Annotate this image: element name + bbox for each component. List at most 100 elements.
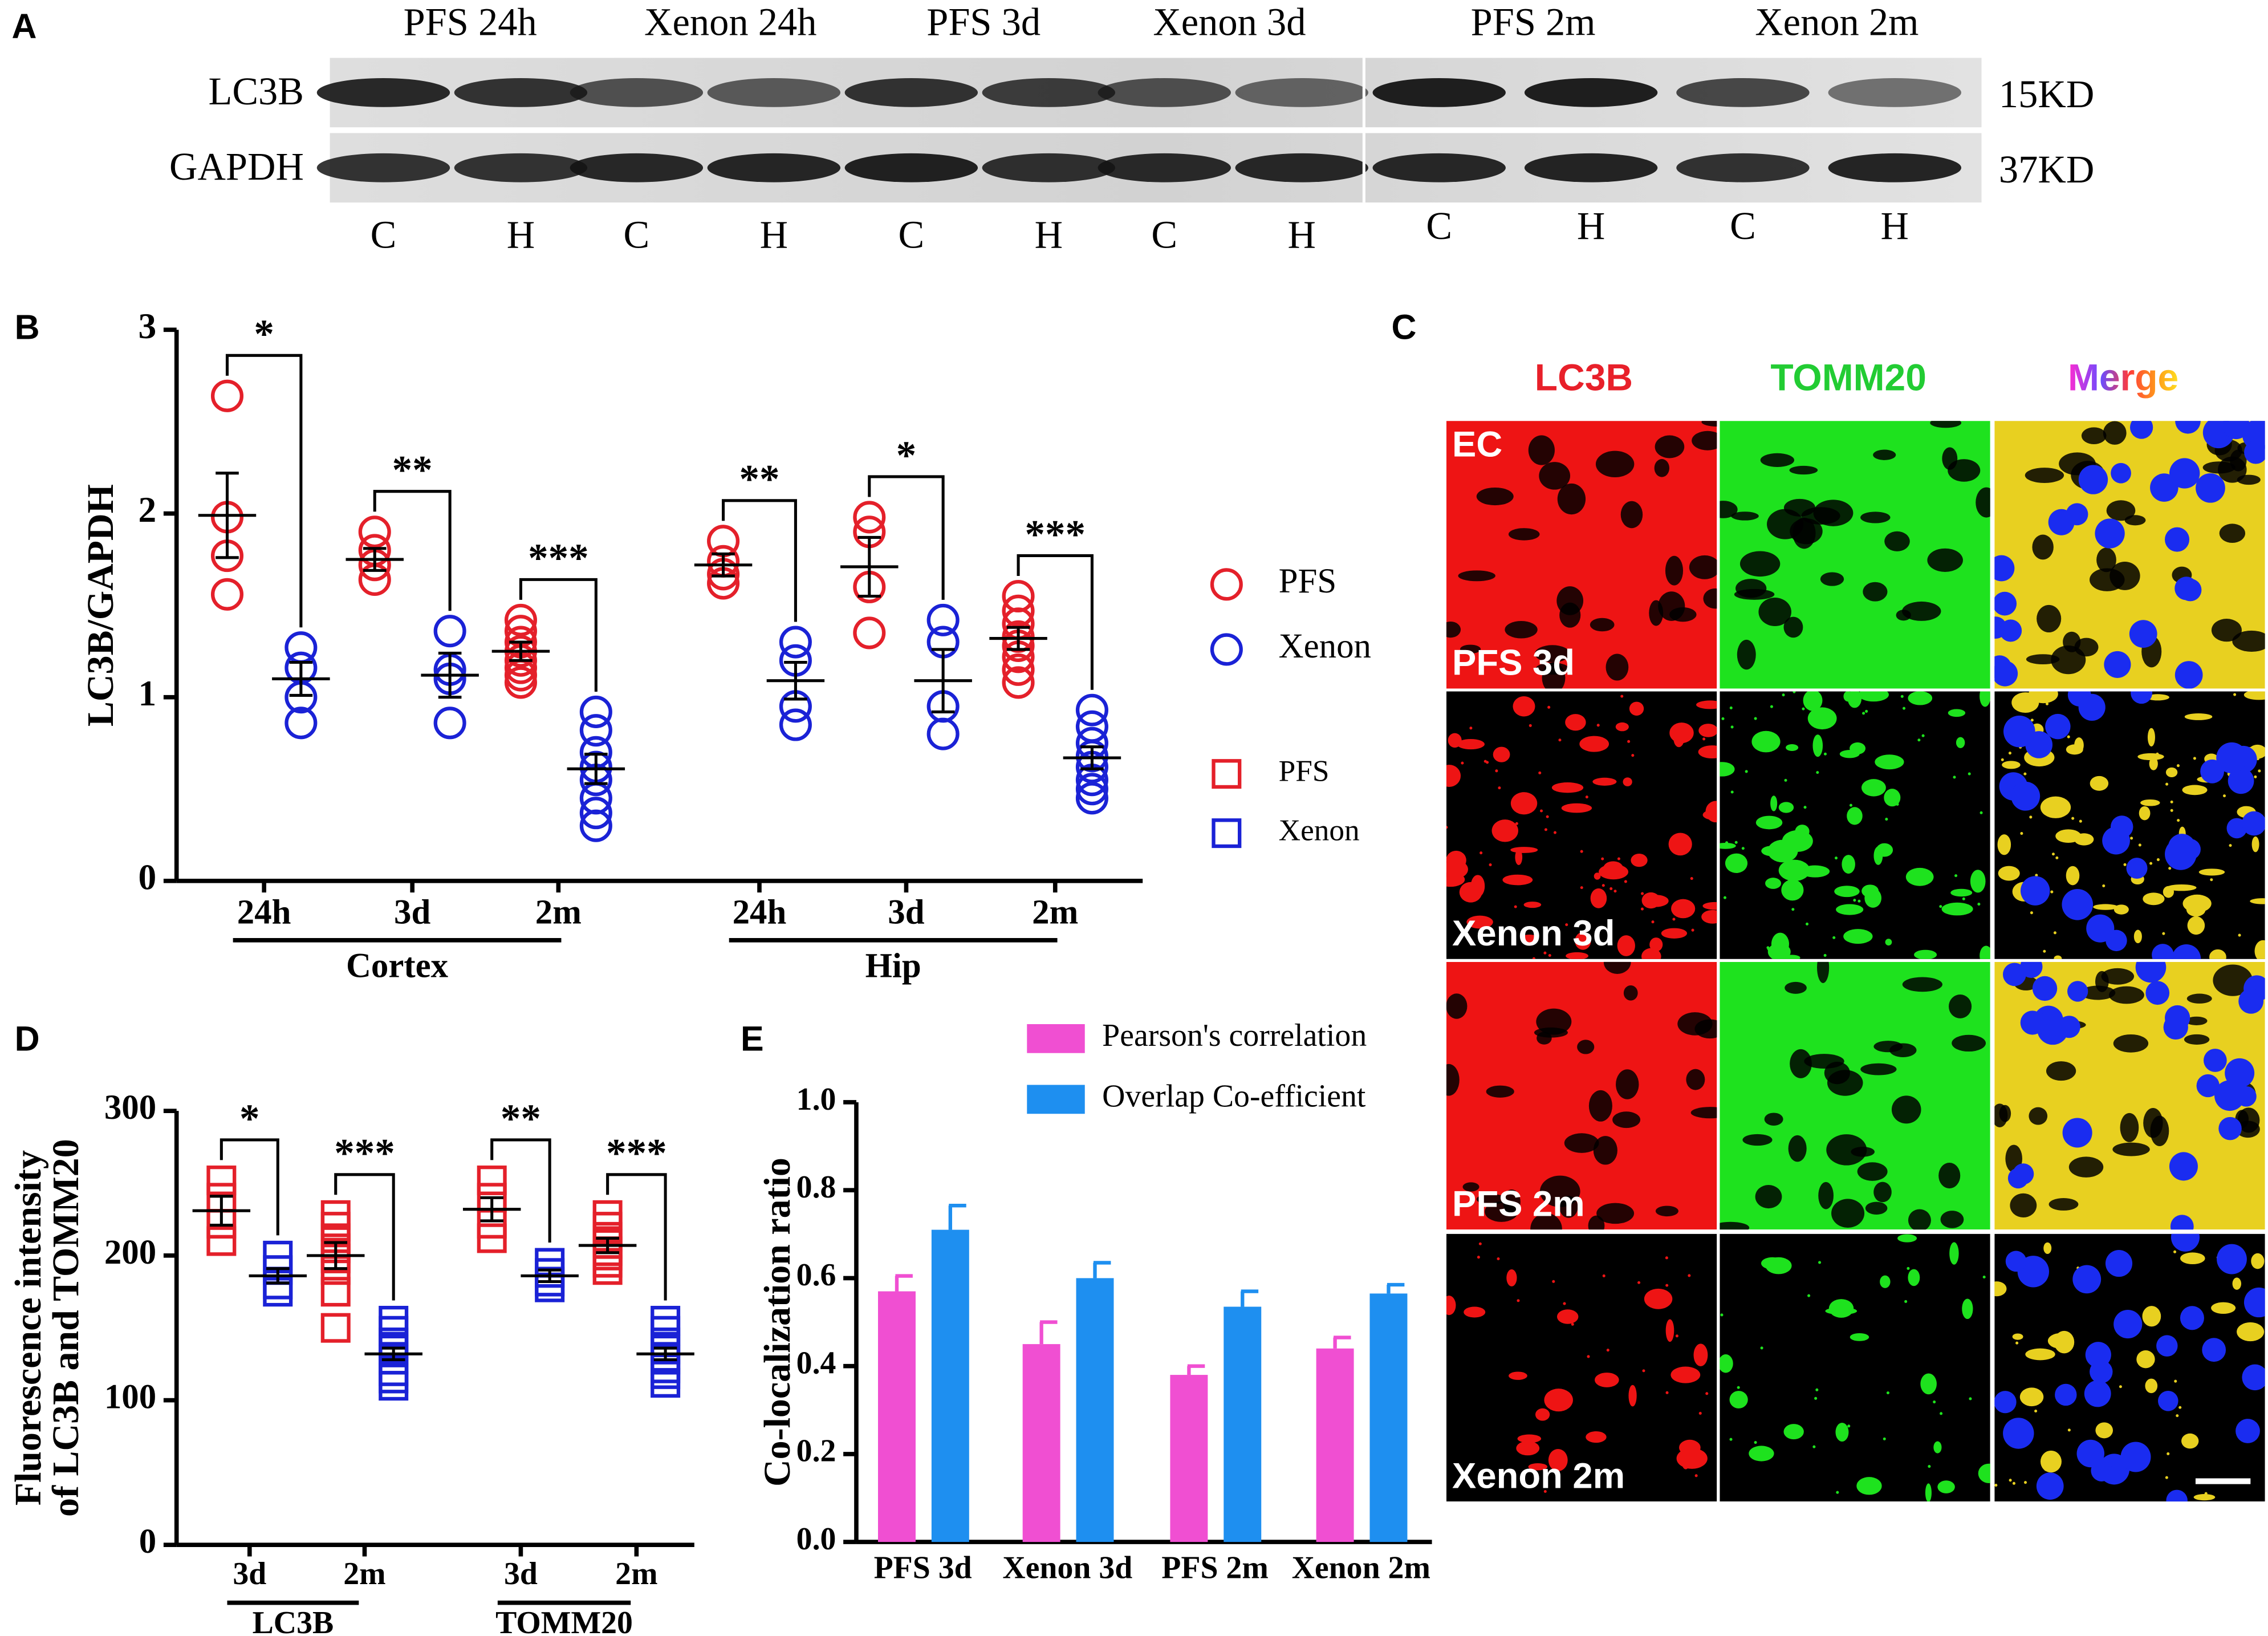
tile-signal — [1628, 1385, 1637, 1407]
lane-label: C — [1151, 213, 1177, 256]
data-point — [1075, 782, 1108, 815]
tile-speck — [1814, 1397, 1818, 1400]
blot-band — [1676, 153, 1810, 182]
legend-marker — [1210, 633, 1243, 666]
tile-speck — [2034, 1409, 2038, 1413]
tile-signal — [1641, 892, 1660, 909]
tile-dark-patch — [1952, 1034, 1986, 1052]
tile-speck — [1610, 862, 1613, 866]
tile-speck — [2165, 1476, 2168, 1479]
tile-speck — [1754, 717, 1757, 720]
tile-speck — [2020, 832, 2023, 835]
data-point — [1075, 740, 1108, 773]
lane-label: C — [1426, 204, 1452, 247]
tile-speck — [1543, 1489, 1547, 1493]
tile-signal — [1861, 884, 1879, 898]
x-tick-label: 3d — [504, 1556, 538, 1592]
tile-dark-patch — [2046, 1061, 2076, 1081]
tile-speck — [1851, 929, 1855, 933]
tile-dark-patch — [1863, 582, 1888, 602]
tile-dark-patch — [1588, 1090, 1612, 1122]
tile-speck — [1904, 1300, 1908, 1303]
tile-signal — [2182, 785, 2208, 795]
tile-signal — [2143, 892, 2165, 906]
tile-bg — [1446, 1233, 1717, 1502]
tile-signal — [2209, 949, 2226, 959]
significance-bracket — [722, 499, 797, 622]
tile-dark-patch — [1857, 1162, 1888, 1181]
blot-size-label: 37KD — [1999, 148, 2094, 191]
tile-signal — [1941, 902, 1973, 916]
significance-bracket — [606, 1173, 667, 1301]
tile-speck — [2254, 775, 2257, 778]
tile-speck — [1620, 695, 1624, 698]
significance-label: * — [896, 433, 917, 478]
tile-speck — [2222, 794, 2226, 798]
blot-band — [570, 78, 704, 107]
tile-speck — [1862, 712, 1865, 715]
blot-band — [1098, 153, 1231, 182]
tile-signal — [1847, 807, 1863, 825]
tile-signal — [1502, 874, 1533, 886]
tile-dark-patch — [2219, 523, 2246, 543]
tile-speck — [2008, 752, 2011, 755]
tile-speck — [1480, 851, 1483, 855]
tile-signal — [1457, 738, 1485, 750]
tile-speck — [1690, 877, 1693, 880]
tile-nucleus — [2037, 1011, 2063, 1037]
significance-label: *** — [606, 1131, 667, 1176]
data-point — [579, 809, 612, 842]
tile-signal — [1631, 854, 1648, 867]
tile-signal — [1491, 819, 1518, 842]
tile-dark-patch — [1539, 1175, 1580, 1207]
tile-signal — [2211, 1302, 2236, 1314]
x-tick-label: 3d — [888, 894, 924, 932]
legend-label: Pearson's correlation — [1102, 1018, 1367, 1053]
tile-nucleus — [2156, 1335, 2178, 1357]
blot-band — [1235, 78, 1368, 107]
data-point — [592, 1255, 623, 1285]
tile-signal — [1623, 777, 1632, 786]
data-point — [433, 707, 466, 740]
tile-speck — [1523, 939, 1526, 943]
tile-signal — [1786, 744, 1799, 751]
tile-speck — [1982, 1275, 1986, 1279]
tile-nucleus — [2163, 1014, 2188, 1040]
tile-dark-patch — [1994, 1103, 2008, 1127]
tile-signal — [1765, 1257, 1792, 1274]
blot-group-label: PFS 24h — [404, 0, 537, 43]
row-label: PFS 3d — [1452, 643, 1575, 683]
tile-signal — [1516, 1441, 1540, 1456]
tile-speck — [1907, 1266, 1910, 1270]
tile-speck — [2067, 735, 2070, 738]
tile-signal — [1551, 782, 1584, 793]
tile-dark-patch — [2010, 1193, 2037, 1218]
tile-speck — [1885, 818, 1888, 821]
tile-dark-patch — [1686, 1069, 1705, 1090]
tile-speck — [2123, 863, 2127, 866]
tile-signal — [2139, 806, 2151, 821]
tile-dark-patch — [1783, 616, 1803, 638]
tile-speck — [2130, 837, 2133, 840]
tile-speck — [2204, 1492, 2208, 1495]
significance-label: ** — [501, 1097, 541, 1141]
tile-speck — [1580, 850, 1583, 853]
tile-signal — [1565, 714, 1586, 731]
tile-signal — [1515, 849, 1523, 866]
tile-dark-patch — [1537, 1032, 1552, 1045]
bar — [1170, 1375, 1208, 1542]
y-tick-label: 100 — [104, 1378, 156, 1416]
blot-band — [1828, 78, 1961, 107]
tile-signal — [1566, 952, 1589, 959]
tile-nucleus — [2055, 1383, 2077, 1406]
blot-band — [1524, 153, 1658, 182]
tile-dark-patch — [1603, 961, 1631, 974]
y-tick-label: 0.6 — [796, 1257, 836, 1293]
legend-marker — [1210, 568, 1243, 601]
data-point — [206, 1165, 237, 1195]
tile-signal — [1506, 1269, 1517, 1286]
tile-nucleus — [2045, 713, 2071, 740]
tile-speck — [1807, 1294, 1811, 1297]
tile-signal — [2167, 884, 2197, 891]
tile-speck — [1596, 724, 1600, 727]
